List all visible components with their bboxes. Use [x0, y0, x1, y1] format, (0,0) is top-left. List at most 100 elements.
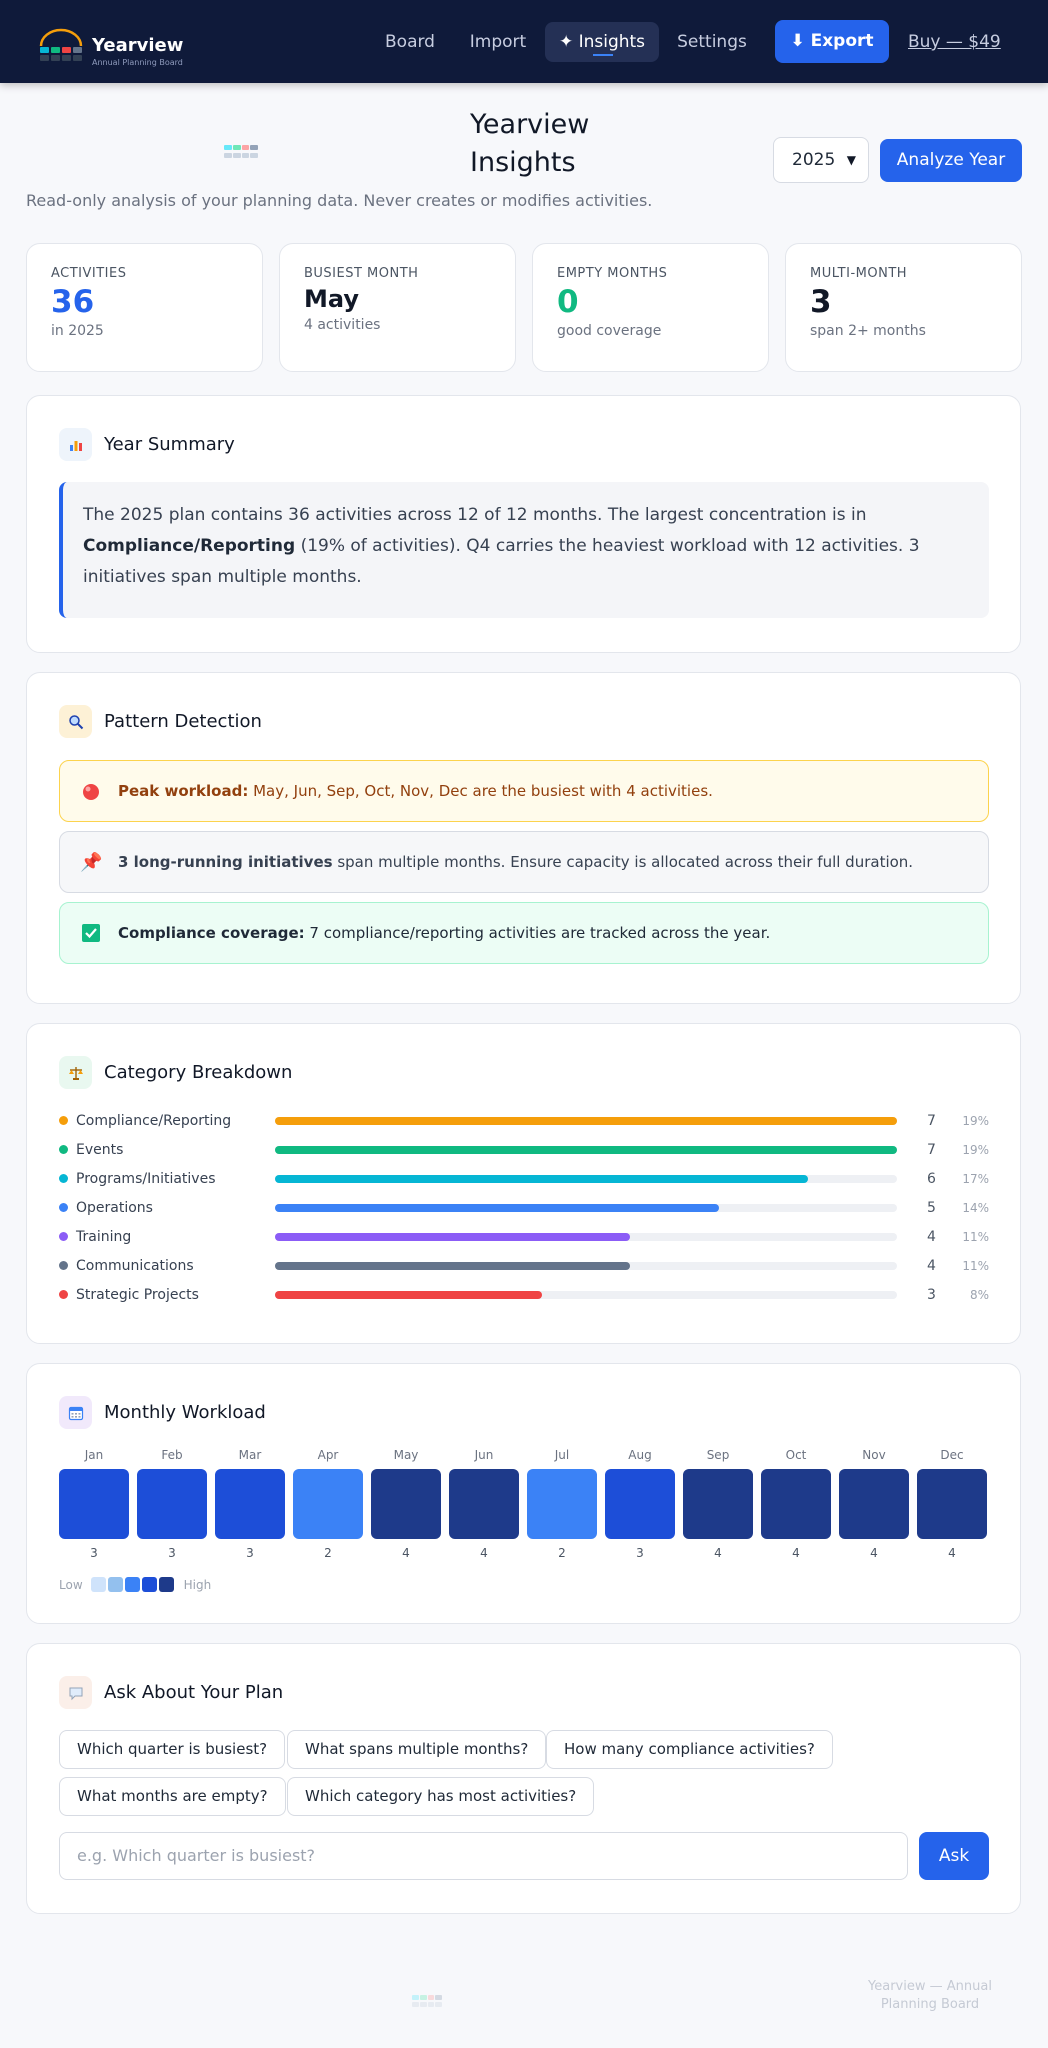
ask-card: Ask About Your Plan Which quarter is bus…	[26, 1643, 1021, 1914]
category-row: Training 4 11%	[59, 1227, 989, 1247]
month-column: May 4	[371, 1447, 441, 1561]
header-logo-icon	[224, 145, 258, 159]
category-percent: 11%	[962, 1259, 989, 1273]
heatmap-legend: Low High	[59, 1577, 211, 1592]
month-label: Apr	[317, 1448, 339, 1462]
stat-note: span 2+ months	[810, 323, 926, 339]
month-column: Dec 4	[917, 1447, 987, 1561]
pattern-peak-workload: Peak workload: May, Jun, Sep, Oct, Nov, …	[59, 760, 989, 822]
category-row: Strategic Projects 3 8%	[59, 1285, 989, 1305]
stat-label: EMPTY MONTHS	[557, 266, 668, 281]
section-title: Pattern Detection	[104, 711, 262, 732]
pattern-compliance: Compliance coverage: 7 compliance/report…	[59, 902, 989, 964]
legend-swatch	[158, 1577, 174, 1592]
month-count: 4	[402, 1546, 410, 1560]
category-bar-fill	[275, 1175, 809, 1183]
category-bar-track	[275, 1291, 897, 1299]
category-bar-track	[275, 1204, 897, 1212]
top-nav: Yearview Annual Planning Board Board Imp…	[0, 0, 1048, 83]
suggestion-chip[interactable]: How many compliance activities?	[546, 1730, 833, 1769]
year-select-value: 2025	[792, 150, 836, 170]
category-name: Training	[76, 1229, 132, 1245]
suggestion-chip[interactable]: Which category has most activities?	[287, 1777, 595, 1816]
category-bar-track	[275, 1175, 897, 1183]
pushpin-icon: 📌	[80, 852, 103, 873]
stat-value: May	[304, 285, 359, 313]
month-cell	[215, 1469, 285, 1539]
month-cell	[293, 1469, 363, 1539]
export-button[interactable]: ⬇ Export	[775, 20, 889, 63]
pattern-bold: 3 long-running initiatives	[118, 853, 333, 871]
nav-import[interactable]: Import	[469, 32, 527, 52]
month-cell	[605, 1469, 675, 1539]
page-title: Yearview Insights	[470, 109, 590, 178]
month-cell	[683, 1469, 753, 1539]
footer-logo-icon	[412, 1995, 442, 2007]
summary-highlight: Compliance/Reporting	[83, 536, 296, 556]
buy-link[interactable]: Buy — $49	[908, 32, 1001, 52]
category-row: Operations 5 14%	[59, 1198, 989, 1218]
monthly-workload-card: Monthly Workload Jan 3 Feb 3 Mar 3 Apr 2 May 4 Jun…	[26, 1363, 1021, 1624]
category-name: Operations	[76, 1200, 153, 1216]
month-count: 4	[480, 1546, 488, 1560]
category-dot	[59, 1261, 68, 1270]
month-cell	[59, 1469, 129, 1539]
category-dot	[59, 1174, 68, 1183]
ask-button[interactable]: Ask	[919, 1832, 989, 1880]
legend-swatch	[124, 1577, 140, 1592]
legend-swatch	[141, 1577, 157, 1592]
stat-label: MULTI-MONTH	[810, 266, 908, 281]
month-label: Nov	[862, 1448, 886, 1462]
nav-settings[interactable]: Settings	[677, 32, 747, 52]
category-bar-fill	[275, 1117, 897, 1125]
pattern-text: May, Jun, Sep, Oct, Nov, Dec are the bus…	[248, 782, 713, 800]
month-count: 2	[558, 1546, 566, 1560]
summary-text-part: (19% of activities). Q4 carries the heav…	[83, 536, 920, 587]
calendar-icon	[59, 1396, 92, 1429]
category-row: Communications 4 11%	[59, 1256, 989, 1276]
nav-insights-label: ✦ Insights	[558, 32, 646, 52]
category-count: 4	[927, 1229, 936, 1245]
section-title: Category Breakdown	[104, 1062, 293, 1083]
month-cell	[917, 1469, 987, 1539]
suggestion-chip[interactable]: What months are empty?	[59, 1777, 286, 1816]
pattern-bold: Peak workload:	[118, 782, 249, 800]
pattern-detection-card: Pattern Detection Peak workload: May, Ju…	[26, 672, 1021, 1004]
stat-label: ACTIVITIES	[51, 266, 127, 281]
chevron-down-icon: ▼	[846, 153, 856, 167]
category-count: 6	[927, 1171, 936, 1187]
stat-note: in 2025	[51, 323, 104, 339]
nav-insights[interactable]: ✦ Insights	[545, 22, 659, 62]
pattern-long-running: 📌 3 long-running initiatives span multip…	[59, 831, 989, 893]
month-cell	[449, 1469, 519, 1539]
category-name: Programs/Initiatives	[76, 1171, 216, 1187]
pattern-text: span multiple months. Ensure capacity is…	[332, 853, 914, 871]
month-cell	[527, 1469, 597, 1539]
analyze-year-button[interactable]: Analyze Year	[880, 139, 1022, 182]
month-column: Nov 4	[839, 1447, 909, 1561]
month-label: Jun	[474, 1448, 494, 1462]
suggestion-chip[interactable]: Which quarter is busiest?	[59, 1730, 286, 1769]
month-count: 4	[792, 1546, 800, 1560]
stat-card-empty-months: EMPTY MONTHS 0 good coverage	[532, 243, 769, 372]
question-input[interactable]: e.g. Which quarter is busiest?	[59, 1832, 908, 1880]
year-summary-card: Year Summary The 2025 plan contains 36 a…	[26, 395, 1021, 653]
month-count: 4	[870, 1546, 878, 1560]
category-name: Compliance/Reporting	[76, 1113, 232, 1129]
bar-chart-icon	[59, 428, 92, 461]
category-dot	[59, 1290, 68, 1299]
category-dot	[59, 1232, 68, 1241]
month-label: Feb	[161, 1448, 183, 1462]
legend-high-label: High	[183, 1577, 212, 1592]
stat-note: good coverage	[557, 323, 662, 339]
month-label: Dec	[940, 1448, 964, 1462]
section-title: Monthly Workload	[104, 1402, 266, 1423]
suggestion-chip[interactable]: What spans multiple months?	[287, 1730, 547, 1769]
year-select[interactable]: 2025 ▼	[773, 137, 869, 183]
category-name: Events	[76, 1142, 124, 1158]
category-percent: 19%	[962, 1114, 989, 1128]
brand[interactable]: Yearview Annual Planning Board	[38, 28, 183, 68]
month-column: Jan 3	[59, 1447, 129, 1561]
month-column: Mar 3	[215, 1447, 285, 1561]
nav-board[interactable]: Board	[385, 32, 435, 52]
